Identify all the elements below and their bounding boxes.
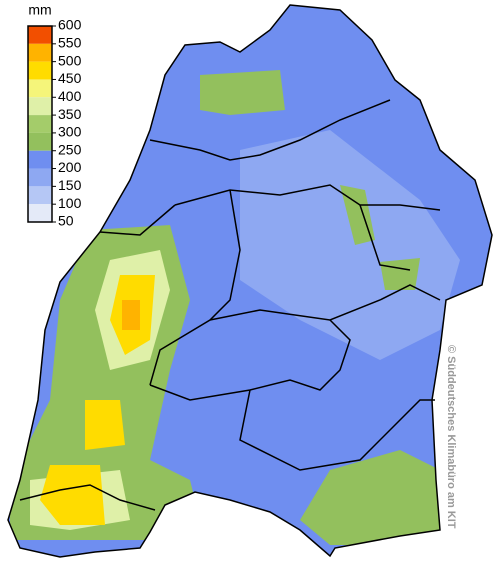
field-patch [340,185,375,245]
legend-swatch [28,132,52,151]
legend-swatch [28,43,52,62]
field-patch [122,300,140,330]
field-patch [200,70,285,115]
field-patch [240,130,460,360]
legend-tick-label: 250 [58,141,82,157]
region-border [149,99,391,161]
region-border [209,284,441,321]
legend-tick-label: 100 [58,195,82,211]
legend-tick-label: 300 [58,124,82,140]
legend-tick-label: 150 [58,177,82,193]
region-border [239,389,435,471]
legend-swatch [28,150,52,169]
legend-unit: mm [28,2,51,18]
region-border [19,484,156,511]
legend-swatch [28,204,52,222]
field-patch [40,465,105,525]
region-border [149,189,241,386]
field-patch [380,258,420,290]
legend-swatch [28,115,52,133]
legend-frame [27,25,53,223]
copyright: © Süddeutsches Klimabüro am KIT [445,345,457,529]
legend-tick-label: 600 [58,17,82,33]
field-patch [300,450,440,545]
legend-tick-label: 50 [58,213,74,229]
legend-tick-label: 550 [58,35,82,51]
legend-tick-label: 400 [58,88,82,104]
legend-swatch [28,186,52,205]
legend-tick-label: 500 [58,52,82,68]
legend-swatch [28,26,52,44]
legend-tick-label: 200 [58,159,82,175]
region-borders [7,4,493,558]
legend-swatch [28,79,52,98]
legend-swatch [28,168,52,187]
region-border [99,204,176,236]
legend-tick-label: 350 [58,106,82,122]
region-border [149,319,351,401]
region-border [359,204,411,271]
legend-swatch [28,97,52,116]
legend-swatch [28,61,52,80]
field-patch [85,400,125,450]
legend-tick-label: 450 [58,70,82,86]
